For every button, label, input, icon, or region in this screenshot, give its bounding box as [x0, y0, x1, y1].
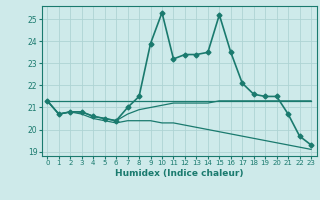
X-axis label: Humidex (Indice chaleur): Humidex (Indice chaleur)	[115, 169, 244, 178]
